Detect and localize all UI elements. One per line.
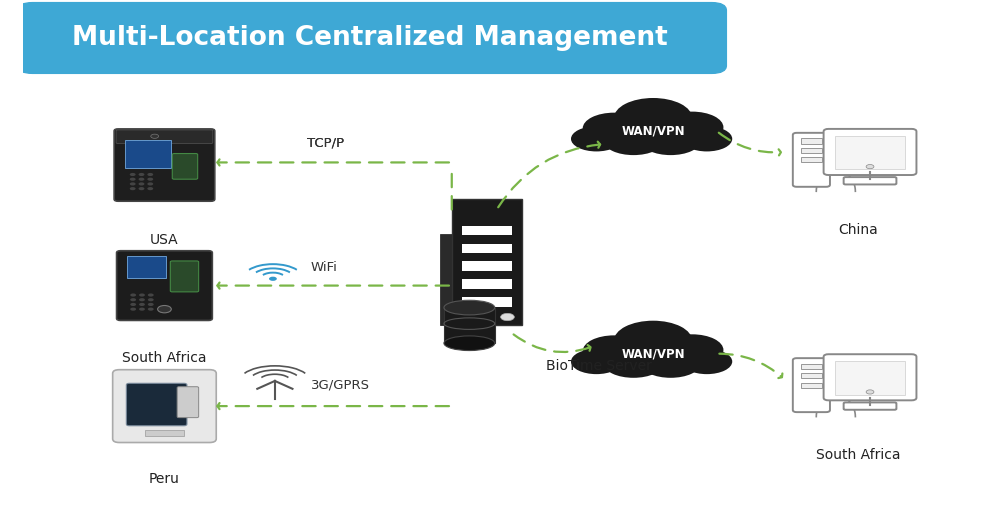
Circle shape (130, 293, 136, 297)
Circle shape (147, 187, 153, 190)
FancyBboxPatch shape (18, 3, 726, 73)
FancyBboxPatch shape (114, 129, 215, 201)
Ellipse shape (604, 351, 663, 378)
Text: TCP/P: TCP/P (307, 136, 344, 149)
FancyBboxPatch shape (117, 251, 212, 320)
Text: Multi-Location Centralized Management: Multi-Location Centralized Management (72, 25, 668, 51)
Circle shape (147, 173, 153, 176)
Circle shape (269, 277, 277, 281)
Ellipse shape (604, 128, 663, 155)
Ellipse shape (641, 128, 700, 155)
Text: 3G/GPRS: 3G/GPRS (311, 379, 370, 391)
Ellipse shape (614, 321, 692, 361)
FancyBboxPatch shape (801, 383, 822, 388)
Text: WAN/VPN: WAN/VPN (621, 125, 685, 137)
FancyBboxPatch shape (462, 226, 512, 235)
Circle shape (139, 308, 145, 311)
Ellipse shape (571, 349, 622, 374)
Ellipse shape (614, 98, 692, 138)
FancyBboxPatch shape (835, 136, 905, 169)
Circle shape (148, 298, 154, 301)
Circle shape (130, 182, 136, 185)
Text: South Africa: South Africa (816, 448, 901, 462)
Circle shape (501, 313, 514, 321)
Text: WAN/VPN: WAN/VPN (621, 347, 685, 360)
Circle shape (130, 173, 136, 176)
Circle shape (139, 187, 144, 190)
Circle shape (139, 173, 144, 176)
Text: TCP/P: TCP/P (307, 136, 344, 149)
Circle shape (130, 298, 136, 301)
Circle shape (148, 293, 154, 297)
FancyBboxPatch shape (462, 279, 512, 289)
FancyBboxPatch shape (462, 261, 512, 271)
Circle shape (139, 303, 145, 306)
FancyBboxPatch shape (452, 199, 522, 325)
Circle shape (148, 303, 154, 306)
Ellipse shape (583, 113, 645, 144)
Circle shape (139, 293, 145, 297)
FancyBboxPatch shape (170, 261, 199, 292)
Ellipse shape (681, 349, 732, 374)
FancyBboxPatch shape (145, 430, 184, 436)
Text: China: China (838, 223, 878, 237)
FancyBboxPatch shape (824, 354, 916, 400)
FancyBboxPatch shape (462, 297, 512, 307)
Text: USA: USA (150, 233, 179, 247)
Circle shape (130, 187, 136, 190)
Text: Peru: Peru (149, 472, 180, 486)
Ellipse shape (571, 126, 622, 151)
Ellipse shape (661, 112, 723, 143)
Ellipse shape (661, 334, 723, 366)
Circle shape (130, 178, 136, 181)
FancyBboxPatch shape (844, 402, 896, 410)
FancyBboxPatch shape (824, 129, 916, 175)
Ellipse shape (681, 126, 732, 151)
Circle shape (151, 134, 159, 138)
FancyBboxPatch shape (440, 234, 462, 325)
Text: South Africa: South Africa (122, 351, 207, 365)
Ellipse shape (641, 351, 700, 378)
Circle shape (130, 303, 136, 306)
Circle shape (148, 308, 154, 311)
FancyBboxPatch shape (835, 361, 905, 395)
FancyBboxPatch shape (125, 140, 171, 168)
FancyBboxPatch shape (444, 308, 495, 343)
FancyBboxPatch shape (801, 373, 822, 378)
FancyBboxPatch shape (801, 364, 822, 369)
Circle shape (139, 178, 144, 181)
Circle shape (147, 182, 153, 185)
Circle shape (147, 178, 153, 181)
Circle shape (130, 308, 136, 311)
Circle shape (139, 298, 145, 301)
FancyBboxPatch shape (127, 256, 166, 278)
FancyBboxPatch shape (113, 370, 216, 442)
Text: WiFi: WiFi (311, 261, 338, 274)
FancyBboxPatch shape (116, 130, 213, 144)
Text: BioTime Server: BioTime Server (546, 359, 651, 373)
FancyBboxPatch shape (793, 358, 830, 412)
Circle shape (866, 390, 874, 394)
FancyBboxPatch shape (793, 133, 830, 187)
Ellipse shape (444, 300, 495, 315)
FancyBboxPatch shape (126, 384, 187, 425)
Circle shape (139, 182, 144, 185)
FancyBboxPatch shape (844, 177, 896, 184)
Ellipse shape (583, 335, 645, 367)
FancyBboxPatch shape (462, 244, 512, 253)
Circle shape (158, 305, 171, 313)
FancyBboxPatch shape (801, 148, 822, 153)
FancyBboxPatch shape (172, 154, 198, 179)
FancyBboxPatch shape (801, 138, 822, 144)
FancyBboxPatch shape (801, 157, 822, 162)
Ellipse shape (444, 336, 495, 351)
Circle shape (866, 165, 874, 169)
FancyBboxPatch shape (177, 387, 199, 418)
